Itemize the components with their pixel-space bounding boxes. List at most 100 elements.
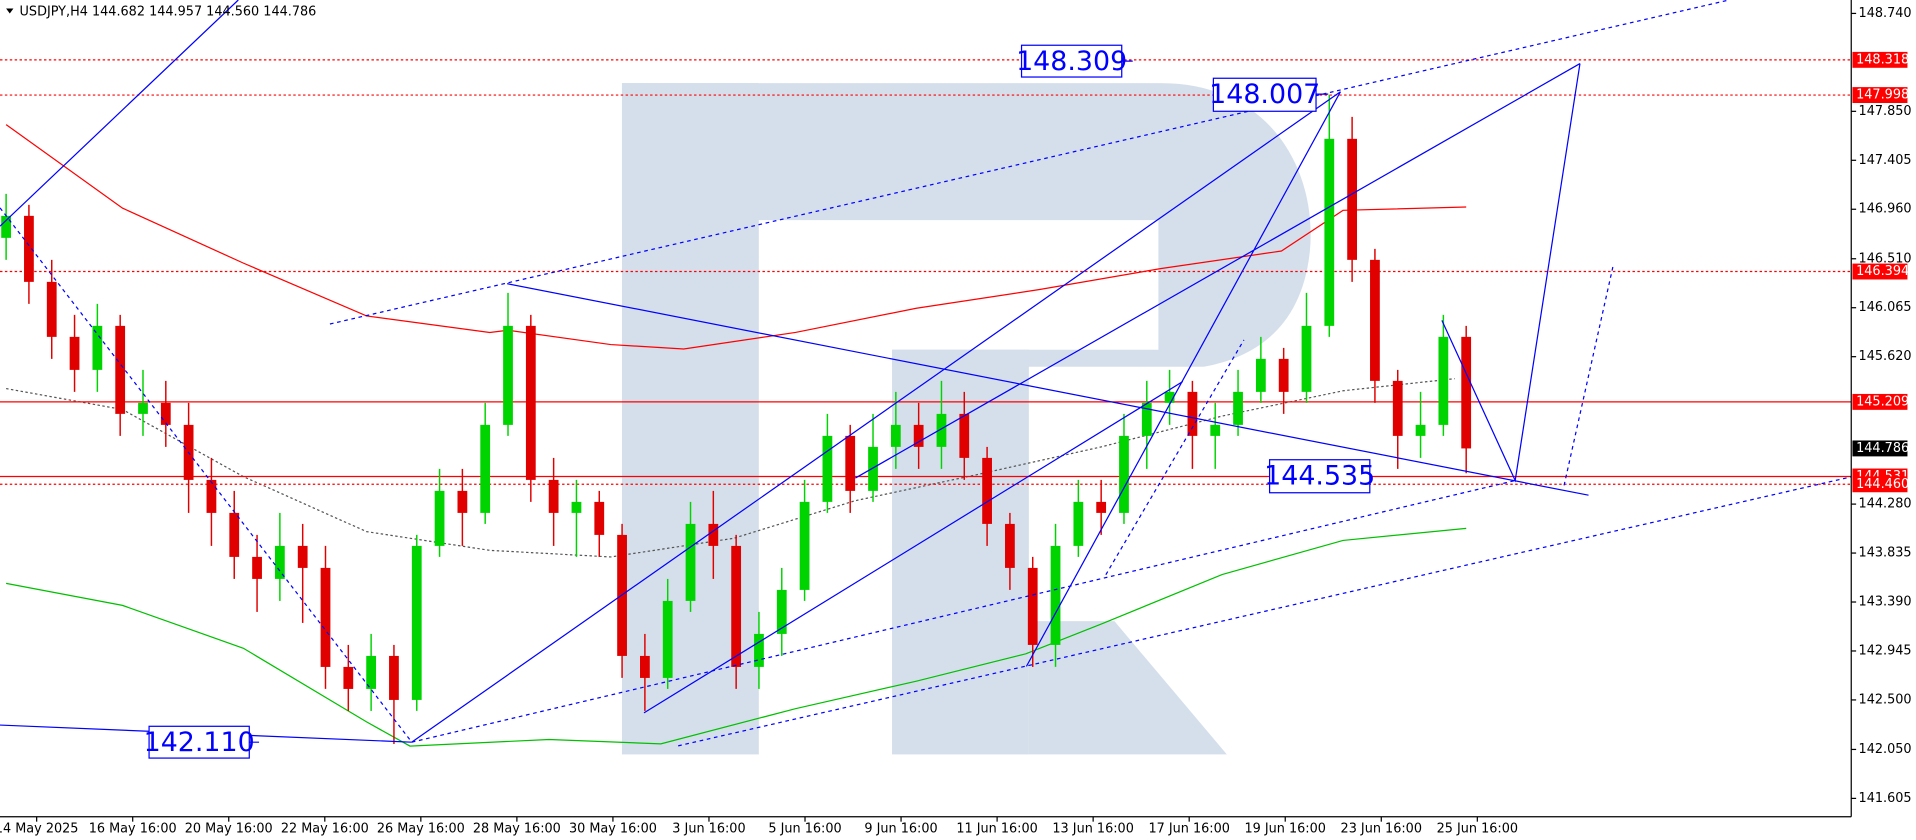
candle-body [708,523,719,546]
candle-body [343,666,354,689]
x-tick-label: 20 May 16:00 [185,821,273,836]
candle-body [138,402,148,414]
candle-body [1050,545,1061,645]
y-tick-label: 142.050 [1859,742,1912,757]
candle-body [640,655,650,678]
y-tick-label: 146.960 [1859,202,1912,217]
candle-body [92,325,103,370]
candle-body [731,545,742,667]
menu-arrow[interactable] [6,8,14,14]
candle-body [913,424,924,447]
candle-body [434,490,445,546]
candle-body [503,325,513,425]
price-label-bg [1852,393,1908,410]
candle-body [525,325,536,480]
y-tick-label: 148.740 [1859,6,1912,21]
candle-body [411,545,422,700]
candle-body [1187,391,1198,436]
y-tick-label: 143.390 [1859,595,1912,610]
price-label-bg [1852,87,1908,104]
time-axis-bg [0,816,1916,840]
candle-body [754,633,764,667]
y-tick-label: 146.065 [1859,300,1912,315]
chart-header: USDJPY,H4 144.682 144.957 144.560 144.78… [20,5,317,20]
candle-body [274,545,285,579]
candle-body [366,655,377,689]
candle-body [69,336,80,370]
x-tick-label: 13 Jun 16:00 [1052,821,1133,836]
candle-body [1301,325,1312,392]
candle-body [1005,523,1015,568]
candle-body [480,424,491,513]
candle-body [1255,358,1266,392]
x-tick-label: 5 Jun 16:00 [768,821,841,836]
x-tick-label: 25 Jun 16:00 [1437,821,1518,836]
candle-body [1141,402,1152,436]
candle-body [548,479,559,513]
price-label-bg [1852,440,1908,457]
x-tick-label: 9 Jun 16:00 [864,821,937,836]
price-label: 146.394 [1856,264,1909,279]
price-label-bg [1852,263,1908,280]
candle-body [1392,380,1403,436]
x-tick-label: 11 Jun 16:00 [956,821,1037,836]
candle-body [457,490,468,513]
candle-body [46,281,57,337]
candle-body [1164,391,1175,403]
candle-body [571,501,582,513]
x-tick-label: 3 Jun 16:00 [672,821,745,836]
candle-body [1461,336,1472,449]
candle-body [229,512,240,557]
candle-body [206,479,217,513]
price-label-bg [1852,476,1908,493]
price-label: 144.460 [1856,477,1909,492]
x-tick-label: 23 Jun 16:00 [1341,821,1422,836]
x-tick-label: 17 Jun 16:00 [1148,821,1229,836]
price-label: 148.318 [1856,52,1909,67]
candle-body [662,600,673,678]
candle-body [1073,501,1084,546]
candle-body [959,413,970,458]
candle-body [685,523,696,601]
candle-body [115,325,126,414]
candle-body [1415,424,1426,436]
y-tick-label: 146.510 [1859,251,1912,266]
candle-body [1210,424,1221,436]
candle-body [822,435,833,502]
candle-body [845,435,856,491]
candle-body [868,446,878,491]
candle-body [982,457,992,524]
y-tick-label: 144.280 [1859,497,1912,512]
price-label: 145.209 [1856,394,1909,409]
y-tick-label: 145.620 [1859,349,1912,364]
candle-body [890,424,901,447]
price-label: 147.998 [1856,88,1909,103]
candle-body [1324,138,1335,326]
y-tick-label: 141.605 [1859,791,1912,806]
annotation: 144.535 [1264,460,1375,491]
annotation: 148.309 [1016,46,1127,77]
watermark-logo [621,83,1311,755]
y-tick-label: 147.405 [1859,153,1912,168]
candle-body [320,567,331,667]
x-tick-label: 26 May 16:00 [377,821,465,836]
candle-body [160,402,171,425]
candle-body [1,215,11,238]
candle-body [1438,336,1449,425]
candle-body [1233,391,1243,425]
candle-body [594,501,605,535]
price-label: 144.786 [1856,441,1909,456]
y-tick-label: 142.500 [1859,692,1912,707]
annotation-boxes [148,44,1371,759]
annotation: 148.007 [1209,79,1320,110]
x-tick-label: 16 May 16:00 [89,821,177,836]
candle-body [1119,435,1129,513]
candle-body [389,655,399,700]
candle-body [24,215,34,282]
candle-body [1027,567,1038,645]
x-tick-label: 30 May 16:00 [569,821,657,836]
candle-body [1347,138,1357,260]
price-axis-bg [1851,0,1916,840]
